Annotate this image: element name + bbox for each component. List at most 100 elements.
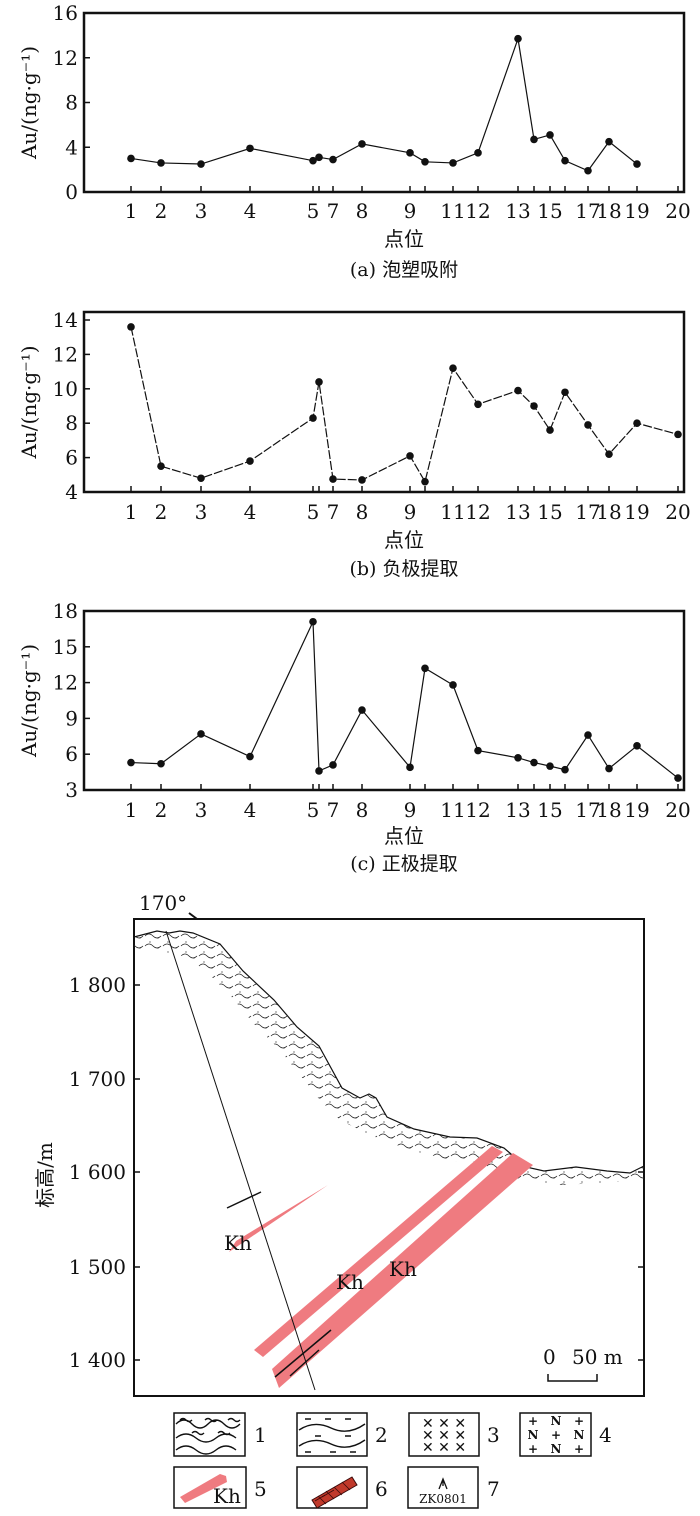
legend-item-4: + N + N + N + N + 4 xyxy=(519,1412,612,1457)
legend-number: 5 xyxy=(254,1477,267,1501)
x-tick-label: 8 xyxy=(356,199,369,223)
data-point xyxy=(605,764,613,773)
data-point xyxy=(584,166,592,175)
y-tick-label: 12 xyxy=(53,671,78,695)
x-tick-label: 9 xyxy=(404,500,417,524)
data-point xyxy=(546,762,554,770)
x-tick-label: 12 xyxy=(465,798,490,822)
data-point xyxy=(449,681,457,689)
data-point xyxy=(246,144,254,153)
cross-pattern-icon: ✕ ✕ ✕ xyxy=(422,1428,466,1444)
y-tick-label: 8 xyxy=(65,411,78,435)
data-point xyxy=(315,153,323,162)
data-point xyxy=(514,34,522,43)
svg-text:+: + xyxy=(528,1414,538,1428)
x-tick-label: 4 xyxy=(244,500,257,524)
svg-text:N: N xyxy=(551,1414,562,1428)
chart-caption: (b) 负极提取 xyxy=(349,558,458,580)
svg-text:N: N xyxy=(551,1442,562,1456)
scale-zero: 0 xyxy=(543,1345,556,1369)
x-tick-label: 1 xyxy=(125,798,138,822)
x-tick-label: 2 xyxy=(155,500,168,524)
svg-text:N: N xyxy=(528,1428,539,1442)
legend-number: 6 xyxy=(375,1477,388,1501)
data-point xyxy=(127,758,135,767)
data-point xyxy=(474,746,482,755)
ore-intercept-mark xyxy=(289,1349,320,1377)
data-point xyxy=(406,149,414,157)
y-tick-label: 1 400 xyxy=(69,1348,126,1372)
x-tick-label: 15 xyxy=(537,798,562,822)
phyllite-pattern-icon xyxy=(298,1418,366,1453)
data-point xyxy=(309,414,317,422)
chart-caption: (c) 正极提取 xyxy=(350,853,458,875)
legend-item-5: Kh 5 xyxy=(173,1466,267,1509)
x-tick-label: 3 xyxy=(195,500,208,524)
data-point xyxy=(315,767,323,775)
cross-pattern-icon: ✕ ✕ ✕ xyxy=(422,1416,466,1432)
y-tick-label: 15 xyxy=(53,635,78,659)
orebody-lens xyxy=(229,1185,328,1252)
y-tick-label: 12 xyxy=(53,342,78,366)
plot-frame xyxy=(82,11,686,194)
x-tick-label: 9 xyxy=(404,199,417,223)
data-point xyxy=(329,155,337,164)
x-tick-label: 15 xyxy=(537,500,562,524)
x-axis-label: 点位 xyxy=(384,227,424,251)
x-tick-label: 5 xyxy=(307,798,320,822)
terrain-profile xyxy=(133,930,645,1174)
legend-number: 3 xyxy=(487,1423,500,1447)
y-tick-label: 10 xyxy=(53,377,78,401)
data-point xyxy=(530,758,538,767)
legend-item-3: ✕ ✕ ✕ ✕ ✕ ✕ ✕ ✕ ✕ 3 xyxy=(408,1412,500,1457)
x-tick-label: 18 xyxy=(596,500,621,524)
data-point xyxy=(474,149,482,157)
data-point xyxy=(329,761,337,769)
mineralized-body-icon xyxy=(311,1476,358,1509)
legend-item-6: 6 xyxy=(296,1466,388,1509)
legend-number: 2 xyxy=(375,1423,388,1447)
orebody-symbol-icon xyxy=(180,1474,227,1503)
x-tick-label: 13 xyxy=(505,798,530,822)
data-point xyxy=(421,157,429,166)
x-tick-label: 15 xyxy=(537,199,562,223)
y-axis-label: Au/(ng·g⁻¹) xyxy=(17,345,41,459)
svg-text:+: + xyxy=(528,1442,538,1456)
cross-pattern-icon: ✕ ✕ ✕ xyxy=(422,1440,466,1456)
legend-item-7: ZK0801 7 xyxy=(407,1466,500,1509)
x-tick-label: 18 xyxy=(596,199,621,223)
y-tick-label: 4 xyxy=(65,135,78,159)
x-tick-label: 12 xyxy=(465,199,490,223)
orebody-band-upper xyxy=(254,1146,503,1357)
data-point xyxy=(449,159,457,167)
x-tick-label: 19 xyxy=(624,500,649,524)
x-tick-label: 19 xyxy=(624,798,649,822)
orebody-label: Kh xyxy=(389,1257,417,1281)
data-point xyxy=(605,137,613,146)
y-tick-label: 0 xyxy=(65,180,78,204)
x-tick-label: 5 xyxy=(307,500,320,524)
x-tick-label: 2 xyxy=(155,199,168,223)
chart-caption: (a) 泡塑吸附 xyxy=(350,259,458,281)
section-y-label: 标高/m xyxy=(33,1142,57,1208)
data-point xyxy=(197,730,205,738)
y-tick-label: 1 800 xyxy=(69,973,126,997)
series-line xyxy=(130,38,638,172)
y-axis-label: Au/(ng·g⁻¹) xyxy=(17,46,41,160)
x-tick-label: 11 xyxy=(440,500,465,524)
x-tick-label: 1 xyxy=(125,199,138,223)
scale-label: 50 m xyxy=(572,1345,623,1369)
y-tick-label: 1 600 xyxy=(69,1160,126,1184)
orebody-label: Kh xyxy=(224,1231,252,1255)
x-tick-label: 11 xyxy=(440,199,465,223)
data-point xyxy=(530,135,538,144)
legend: 1 2 ✕ ✕ ✕ ✕ ✕ ✕ ✕ ✕ ✕ 3 + N + N + N + N + 4 xyxy=(173,1412,612,1509)
y-axis-label: Au/(ng·g⁻¹) xyxy=(17,644,41,758)
x-tick-label: 9 xyxy=(404,798,417,822)
data-point xyxy=(246,457,254,465)
x-tick-label: 1 xyxy=(125,500,138,524)
schist-pattern-icon xyxy=(175,1417,241,1455)
svg-text:+: + xyxy=(574,1442,584,1456)
data-point xyxy=(127,323,135,331)
